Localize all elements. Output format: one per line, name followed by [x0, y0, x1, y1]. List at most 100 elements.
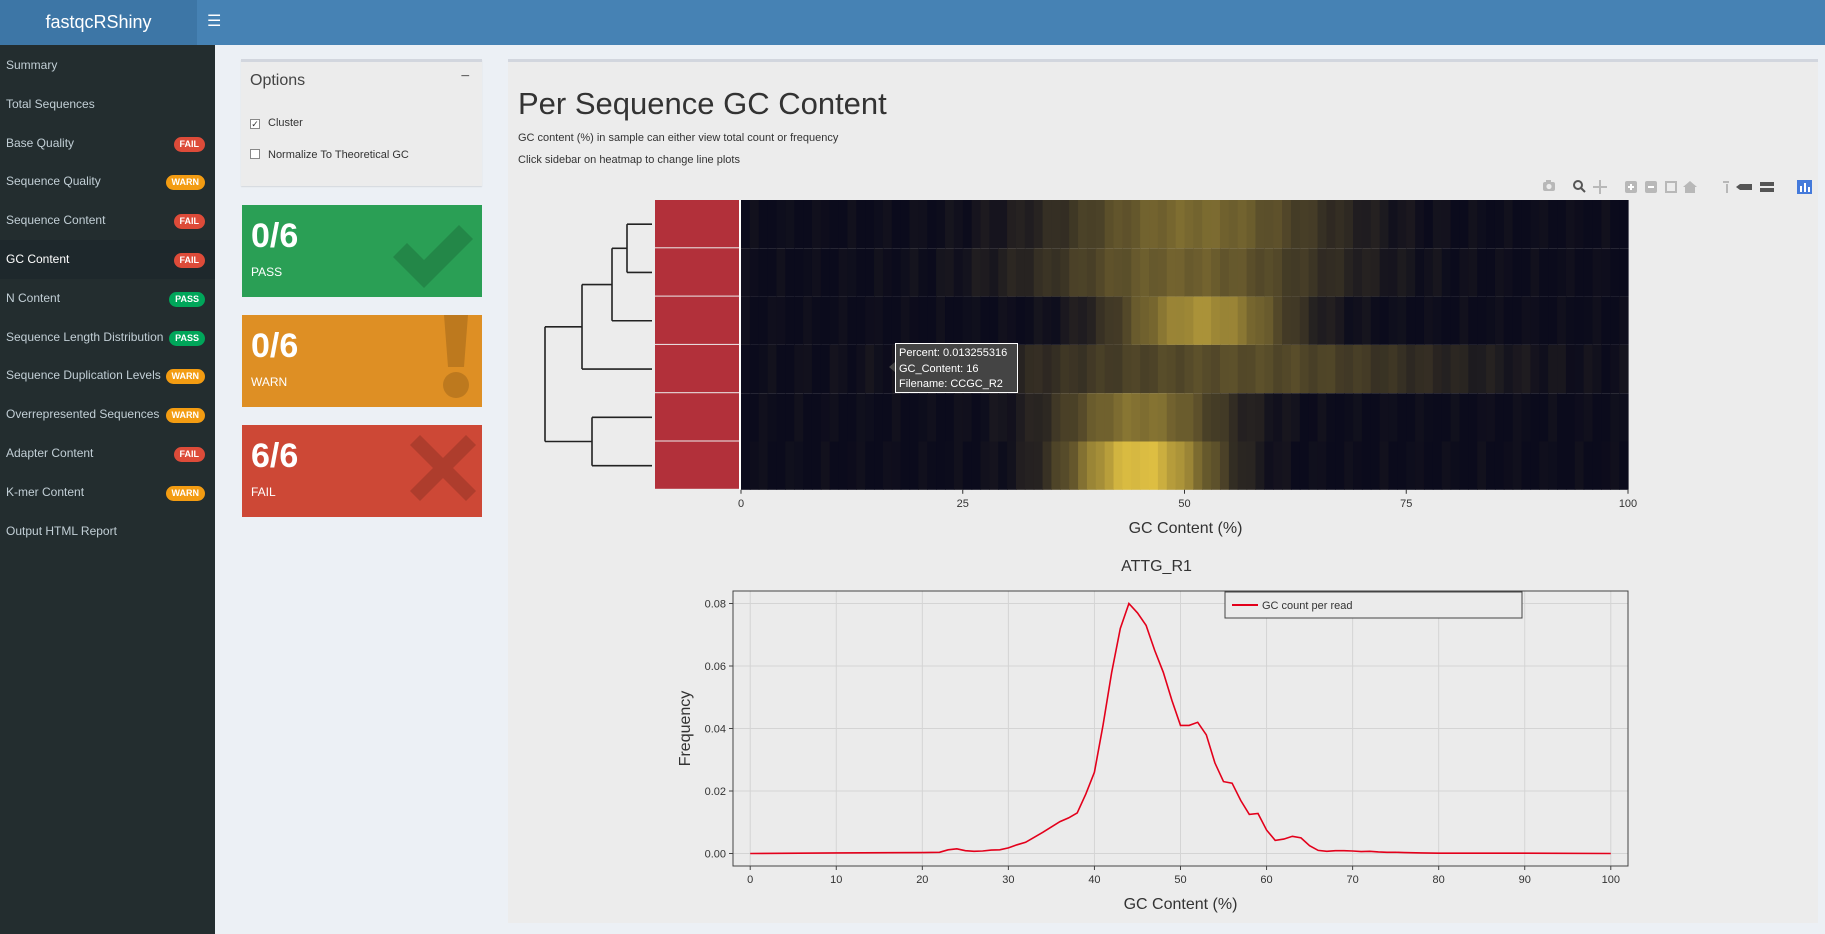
heatmap-cell[interactable]	[856, 344, 866, 394]
sidebar-item-sequence-quality[interactable]: Sequence Quality WARN	[0, 162, 215, 201]
heatmap-cell[interactable]	[741, 441, 751, 490]
heatmap-cell[interactable]	[900, 248, 911, 297]
heatmap-cell[interactable]	[1113, 296, 1124, 345]
heatmap-cell[interactable]	[1423, 248, 1434, 297]
heatmap-cell[interactable]	[1610, 344, 1620, 394]
heatmap-cell[interactable]	[776, 296, 786, 345]
heatmap-cell[interactable]	[767, 441, 778, 490]
heatmap-cell[interactable]	[1211, 200, 1221, 249]
heatmap-cell[interactable]	[1273, 296, 1283, 345]
heatmap-cell[interactable]	[1592, 344, 1602, 394]
heatmap-cell[interactable]	[1512, 248, 1523, 297]
heatmap-cell[interactable]	[1432, 296, 1443, 345]
heatmap-cell[interactable]	[1450, 344, 1461, 394]
heatmap-cell[interactable]	[1539, 200, 1549, 249]
heatmap-cell[interactable]	[794, 296, 804, 345]
heatmap-cell[interactable]	[989, 441, 999, 490]
heatmap-cell[interactable]	[1335, 441, 1345, 490]
heatmap-cell[interactable]	[767, 393, 778, 442]
heatmap-cell[interactable]	[1051, 248, 1061, 297]
heatmap-cell[interactable]	[962, 441, 973, 490]
zoom-icon[interactable]	[1573, 180, 1586, 193]
heatmap-cell[interactable]	[909, 393, 919, 442]
heatmap-cell[interactable]	[1007, 393, 1017, 442]
heatmap-cell[interactable]	[1246, 296, 1257, 345]
heatmap-cell[interactable]	[785, 248, 795, 297]
heatmap-cell[interactable]	[1601, 441, 1611, 490]
pan-icon[interactable]	[1593, 180, 1607, 194]
heatmap-cell[interactable]	[1255, 393, 1265, 442]
heatmap-cell[interactable]	[1477, 200, 1487, 249]
heatmap-cell[interactable]	[1468, 200, 1478, 249]
heatmap-cell[interactable]	[1175, 393, 1186, 442]
heatmap-cell[interactable]	[1450, 393, 1461, 442]
heatmap-cell[interactable]	[1565, 248, 1576, 297]
heatmap-cell[interactable]	[962, 393, 973, 442]
heatmap-cell[interactable]	[1237, 441, 1248, 490]
heatmap-cell[interactable]	[847, 441, 857, 490]
normalize-checkbox[interactable]: Normalize To Theoretical GC	[250, 149, 409, 161]
heatmap-cell[interactable]	[829, 248, 840, 297]
heatmap-cell[interactable]	[829, 296, 840, 345]
heatmap-cell[interactable]	[785, 344, 795, 394]
heatmap-cell[interactable]	[1486, 344, 1496, 394]
heatmap-cell[interactable]	[1228, 296, 1239, 345]
heatmap-cell[interactable]	[1344, 441, 1354, 490]
heatmap-cell[interactable]	[829, 393, 840, 442]
heatmap-cell[interactable]	[1282, 200, 1292, 249]
heatmap-cell[interactable]	[803, 200, 813, 249]
heatmap-cell[interactable]	[1619, 200, 1629, 249]
heatmap-cell[interactable]	[1415, 296, 1425, 345]
heatmap-cell[interactable]	[891, 200, 902, 249]
heatmap-cell[interactable]	[1619, 393, 1629, 442]
heatmap-cell[interactable]	[767, 296, 778, 345]
heatmap-cell[interactable]	[936, 393, 946, 442]
heatmap-cell[interactable]	[1211, 248, 1221, 297]
heatmap-cell[interactable]	[1397, 393, 1407, 442]
heatmap-cell[interactable]	[1060, 344, 1070, 394]
heatmap-cell[interactable]	[874, 393, 884, 442]
heatmap-cell[interactable]	[1574, 248, 1585, 297]
heatmap-cell[interactable]	[1441, 393, 1452, 442]
heatmap-cell[interactable]	[1237, 200, 1248, 249]
heatmap-cell[interactable]	[1131, 441, 1141, 490]
heatmap-cell[interactable]	[1317, 248, 1328, 297]
heatmap-cell[interactable]	[1193, 393, 1203, 442]
heatmap-cell[interactable]	[989, 200, 999, 249]
heatmap-cell[interactable]	[927, 248, 937, 297]
heatmap-cell[interactable]	[1610, 393, 1620, 442]
heatmap-cell[interactable]	[1086, 441, 1097, 490]
heatmap-sidebar-cell[interactable]	[655, 393, 739, 441]
heatmap-cell[interactable]	[1264, 393, 1274, 442]
heatmap-cell[interactable]	[1149, 248, 1159, 297]
heatmap-cell[interactable]	[1078, 441, 1088, 490]
heatmap-cell[interactable]	[856, 296, 866, 345]
heatmap-cell[interactable]	[918, 393, 928, 442]
heatmap-cell[interactable]	[1060, 200, 1070, 249]
heatmap-cell[interactable]	[1060, 393, 1070, 442]
heatmap-cell[interactable]	[1477, 248, 1487, 297]
heatmap-cell[interactable]	[1619, 248, 1629, 297]
heatmap-cell[interactable]	[918, 248, 928, 297]
heatmap-cell[interactable]	[1317, 296, 1328, 345]
heatmap-cell[interactable]	[1548, 200, 1558, 249]
heatmap-cell[interactable]	[1423, 296, 1434, 345]
sidebar-item-sequence-duplication-levels[interactable]: Sequence Duplication Levels WARN	[0, 356, 215, 395]
heatmap-cell[interactable]	[1131, 296, 1141, 345]
heatmap-cell[interactable]	[820, 344, 831, 394]
heatmap-cell[interactable]	[1388, 441, 1398, 490]
heatmap-cell[interactable]	[1131, 248, 1141, 297]
heatmap-cell[interactable]	[1237, 296, 1248, 345]
heatmap-cell[interactable]	[936, 200, 946, 249]
heatmap-cell[interactable]	[1228, 393, 1239, 442]
heatmap-cell[interactable]	[1415, 441, 1425, 490]
heatmap-cell[interactable]	[1361, 296, 1372, 345]
heatmap-cell[interactable]	[1370, 248, 1381, 297]
heatmap-cell[interactable]	[758, 200, 769, 249]
heatmap-cell[interactable]	[989, 248, 999, 297]
heatmap-cell[interactable]	[749, 296, 760, 345]
heatmap-cell[interactable]	[1503, 344, 1514, 394]
heatmap-cell[interactable]	[1379, 200, 1390, 249]
heatmap-cell[interactable]	[1574, 200, 1585, 249]
heatmap-cell[interactable]	[1317, 344, 1328, 394]
